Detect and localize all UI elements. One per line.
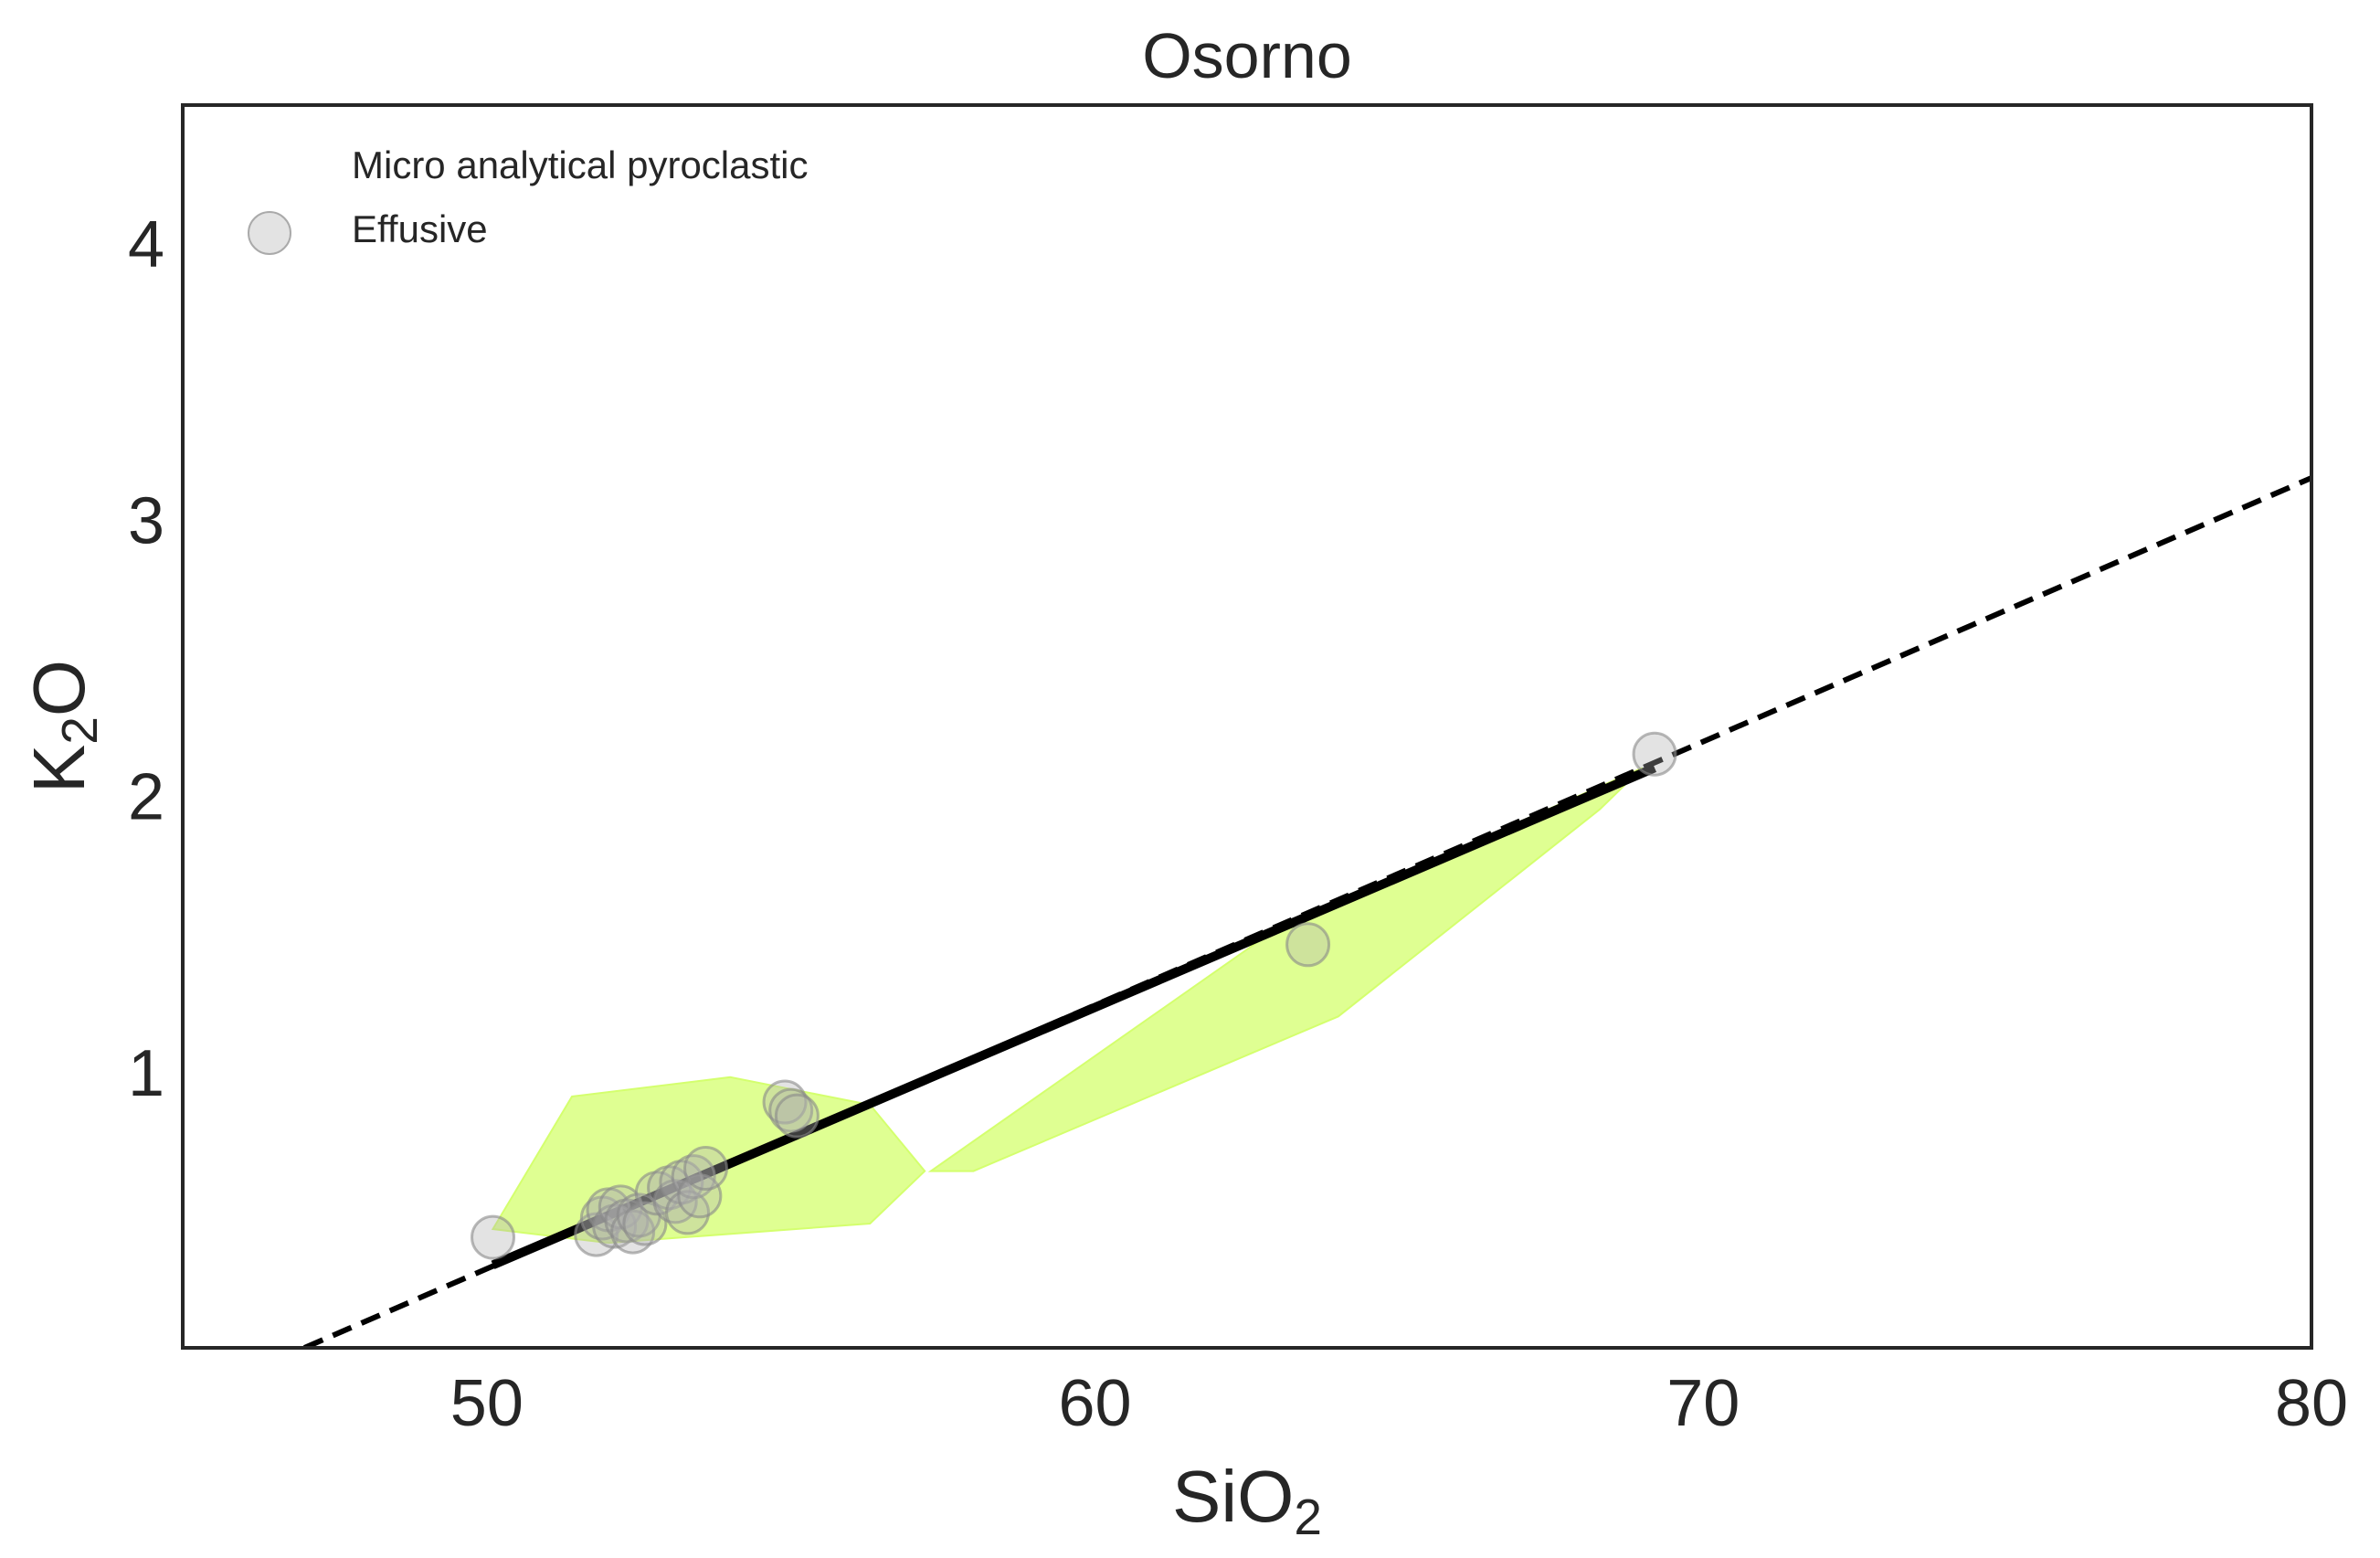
x-axis-label-sub: 2 bbox=[1294, 1489, 1322, 1545]
plot-area bbox=[302, 475, 2311, 1348]
x-tick-label: 70 bbox=[1666, 1367, 1740, 1440]
field-polygon-2 bbox=[927, 767, 1644, 1172]
plot-frame bbox=[181, 103, 2313, 1350]
y-axis-ticks: 1 2 3 4 bbox=[128, 208, 164, 1110]
legend-marker-effusive bbox=[248, 211, 291, 255]
data-point bbox=[1285, 922, 1331, 968]
legend-label-pyroclastic: Micro analytical pyroclastic bbox=[352, 143, 809, 186]
y-tick-label: 4 bbox=[128, 208, 164, 281]
x-tick-label: 80 bbox=[2275, 1367, 2348, 1440]
x-axis-label-main: SiO bbox=[1172, 1456, 1294, 1537]
data-point bbox=[1632, 731, 1677, 777]
y-tick-label: 3 bbox=[128, 484, 164, 557]
data-point bbox=[677, 1173, 723, 1219]
y-axis-label-post: O bbox=[18, 660, 100, 716]
x-axis-ticks: 50 60 70 80 bbox=[450, 1367, 2348, 1440]
chart-title: Osorno bbox=[1142, 20, 1352, 91]
data-point bbox=[471, 1214, 516, 1260]
dashed-trend-line bbox=[302, 475, 2311, 1348]
y-tick-label: 1 bbox=[128, 1037, 164, 1110]
data-point bbox=[774, 1093, 820, 1139]
data-point bbox=[768, 1087, 814, 1133]
y-tick-label: 2 bbox=[128, 761, 164, 834]
x-tick-label: 50 bbox=[450, 1367, 524, 1440]
y-axis-label-sub: 2 bbox=[51, 716, 108, 745]
legend-label-effusive: Effusive bbox=[352, 207, 488, 250]
y-axis-label: K2O bbox=[18, 660, 108, 793]
data-point bbox=[762, 1079, 808, 1125]
y-axis-label-pre: K bbox=[18, 745, 100, 793]
x-tick-label: 60 bbox=[1059, 1367, 1132, 1440]
legend: Micro analytical pyroclastic Effusive bbox=[248, 143, 809, 255]
x-axis-label: SiO2 bbox=[1172, 1456, 1322, 1545]
effusive-points bbox=[471, 731, 1677, 1260]
data-point bbox=[683, 1146, 729, 1192]
